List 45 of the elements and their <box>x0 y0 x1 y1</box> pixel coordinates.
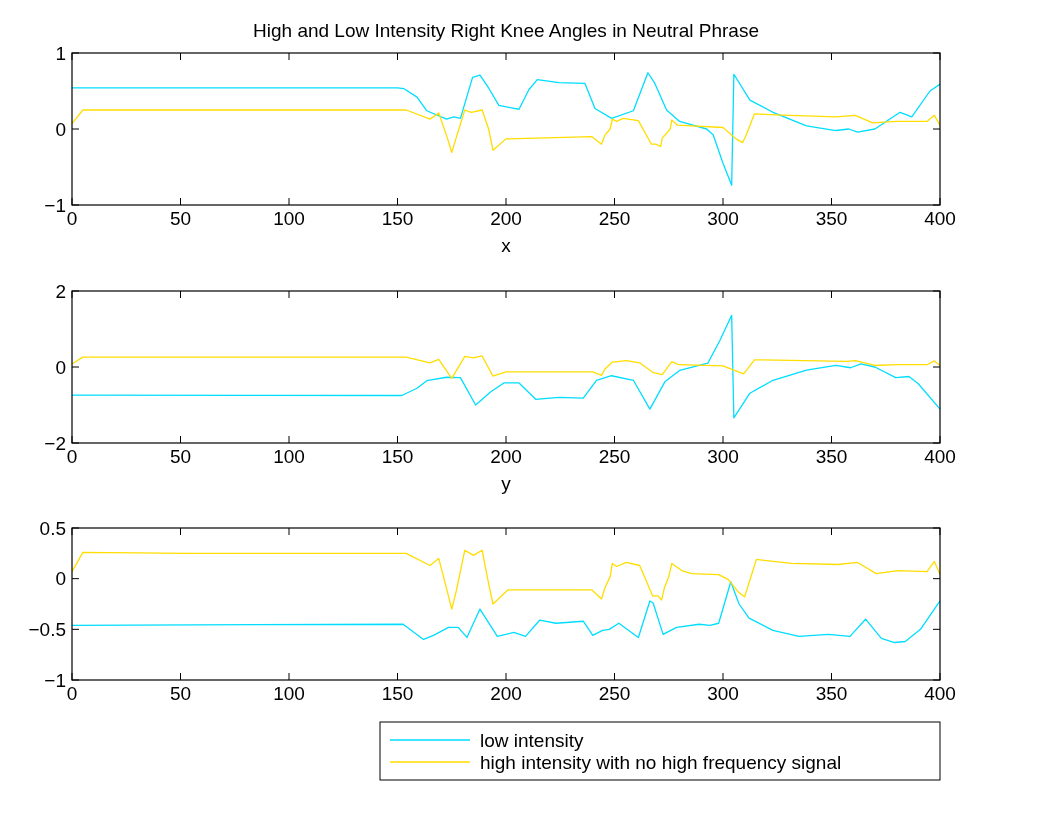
line-series <box>71 314 941 419</box>
y-tick-label: 0 <box>55 118 66 140</box>
x-tick-label: 350 <box>815 683 848 704</box>
x-tick-label: 350 <box>815 446 848 467</box>
y-tick-label: 2 <box>55 280 66 302</box>
line-series <box>71 549 941 610</box>
line-series <box>71 72 941 186</box>
x-axis-title: x <box>501 235 512 256</box>
x-tick-label: 150 <box>381 208 414 229</box>
x-axis-title: y <box>501 473 512 494</box>
legend-label: low intensity <box>480 729 584 751</box>
x-tick-label: 300 <box>707 446 739 467</box>
x-tick-label: 100 <box>273 683 305 704</box>
x-tick-label: 200 <box>490 208 522 229</box>
line-series <box>71 355 941 380</box>
y-tick-label: −0.5 <box>28 618 66 640</box>
y-tick-label: 1 <box>55 42 66 64</box>
x-tick-label: 350 <box>815 208 848 229</box>
y-tick-label: 0 <box>55 568 66 590</box>
x-tick-label: 250 <box>598 208 631 229</box>
x-tick-label: 50 <box>169 208 192 229</box>
x-tick-label: 150 <box>381 446 414 467</box>
x-tick-label: 250 <box>598 446 631 467</box>
x-tick-label: 200 <box>490 446 522 467</box>
y-tick-label: −1 <box>44 194 66 216</box>
x-tick-label: 50 <box>169 683 192 704</box>
line-series <box>71 109 941 154</box>
x-tick-label: 200 <box>490 683 522 704</box>
y-tick-label: 0.5 <box>39 517 66 539</box>
x-tick-label: 400 <box>924 208 956 229</box>
legend-label: high intensity with no high frequency signal <box>480 751 842 773</box>
x-tick-label: 50 <box>169 446 192 467</box>
x-tick-label: 150 <box>381 683 414 704</box>
x-tick-label: 100 <box>273 446 305 467</box>
x-tick-label: 400 <box>924 683 956 704</box>
y-tick-label: 0 <box>55 356 66 378</box>
x-tick-label: 100 <box>273 208 305 229</box>
x-tick-label: 300 <box>707 208 739 229</box>
x-tick-label: 250 <box>598 683 631 704</box>
x-tick-label: 300 <box>707 683 739 704</box>
line-series <box>71 581 941 644</box>
y-tick-label: −1 <box>44 669 66 691</box>
y-tick-label: −2 <box>44 432 66 454</box>
x-tick-label: 400 <box>924 446 956 467</box>
chart-title: High and Low Intensity Right Knee Angles in Neutral Phrase <box>253 20 759 41</box>
